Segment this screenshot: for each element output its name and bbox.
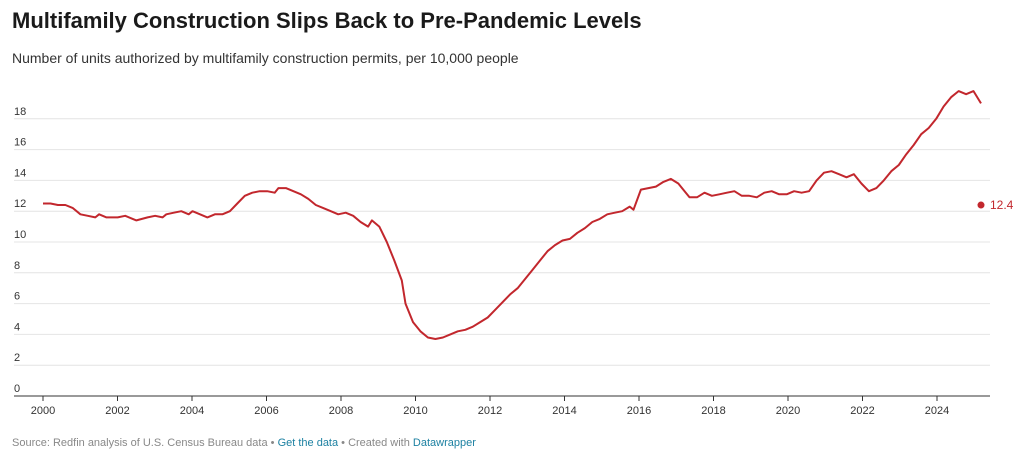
y-tick-label: 18 xyxy=(14,106,26,118)
datawrapper-link[interactable]: Datawrapper xyxy=(412,437,476,449)
source-note: Source: Redfin analysis of U.S. Census B… xyxy=(12,437,268,449)
x-tick-label: 2000 xyxy=(31,405,55,417)
y-tick-label: 14 xyxy=(14,167,26,179)
series-line xyxy=(43,90,982,340)
x-tick-label: 2004 xyxy=(180,405,204,417)
end-value-label: 12.4 xyxy=(990,198,1014,212)
x-tick-label: 2014 xyxy=(552,405,576,417)
x-tick-label: 2022 xyxy=(850,405,874,417)
x-tick-label: 2008 xyxy=(329,405,353,417)
chart-title: Multifamily Construction Slips Back to P… xyxy=(12,8,642,33)
x-tick-label: 2002 xyxy=(105,405,129,417)
x-tick-label: 2018 xyxy=(701,405,725,417)
y-tick-label: 8 xyxy=(14,260,20,272)
y-tick-label: 2 xyxy=(14,352,20,364)
end-point-marker xyxy=(977,201,985,209)
y-tick-label: 16 xyxy=(14,137,26,149)
y-tick-label: 10 xyxy=(14,229,26,241)
y-tick-label: 12 xyxy=(14,198,26,210)
footer-separator: • Created with xyxy=(338,437,413,449)
x-tick-label: 2024 xyxy=(925,405,949,417)
y-tick-label: 0 xyxy=(14,383,20,395)
get-the-data-link[interactable]: Get the data xyxy=(277,437,339,449)
x-tick-label: 2006 xyxy=(254,405,278,417)
chart-subtitle: Number of units authorized by multifamil… xyxy=(12,50,519,66)
footer-separator: • xyxy=(267,437,278,449)
y-tick-label: 4 xyxy=(14,321,20,333)
x-tick-label: 2012 xyxy=(478,405,502,417)
footer: Source: Redfin analysis of U.S. Census B… xyxy=(12,437,476,449)
x-tick-label: 2016 xyxy=(627,405,651,417)
y-tick-label: 6 xyxy=(14,291,20,303)
x-tick-label: 2010 xyxy=(403,405,427,417)
x-tick-label: 2020 xyxy=(776,405,800,417)
